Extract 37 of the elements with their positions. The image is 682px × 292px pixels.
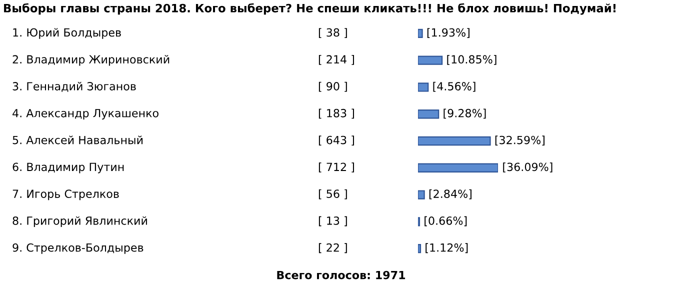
y-tick-label: 3. Геннадий Зюганов [12, 82, 136, 92]
data-label: [10.85%] [447, 54, 496, 65]
bar [418, 244, 422, 254]
data-label: [32.59%] [495, 136, 544, 146]
bar [418, 110, 440, 119]
y-tick-label: 2. Владимир Жириновский [12, 55, 170, 66]
text: [ 643 ] [318, 136, 354, 146]
bar [418, 82, 429, 92]
data-label: [9.28%] [444, 108, 486, 119]
y-tick-label: 7. Игорь Стрелков [12, 190, 119, 200]
y-tick-label: 8. Григорий Явлинский [12, 216, 147, 228]
data-label: [1.12%] [426, 243, 468, 254]
y-tick-label: 6. Владимир Путин [12, 162, 124, 174]
text: [ 38 ] [318, 28, 347, 38]
bar [418, 28, 423, 38]
y-tick-label: 9. Стрелков-Болдырев [12, 243, 144, 254]
y-tick-label: 1. Юрий Болдырев [13, 28, 121, 39]
bar [418, 163, 498, 172]
y-tick-label: 4. Александр Лукашенко [12, 109, 158, 120]
text: [ 56 ] [318, 189, 347, 200]
text: [ 712 ] [318, 162, 354, 172]
text: [ 214 ] [318, 54, 354, 65]
data-label: [0.66%] [424, 216, 467, 226]
text: [ 90 ] [318, 82, 347, 92]
bar [418, 136, 491, 146]
data-label: [4.56%] [433, 82, 476, 92]
text: Выборы главы страны 2018. Кого выберет? Не спеши кликать!!! Не блох ловишь! Подумай! [4, 3, 616, 15]
bar [418, 190, 425, 200]
text: Всего голосов: 1971 [277, 270, 406, 280]
text: [ 13 ] [318, 216, 347, 226]
text: [ 22 ] [318, 243, 347, 254]
text: [ 183 ] [318, 108, 354, 119]
data-label: [36.09%] [503, 162, 552, 172]
data-label: [1.93%] [427, 28, 470, 38]
y-tick-label: 5. Алексей Навальный [12, 136, 142, 144]
bar [418, 56, 443, 65]
data-label: [2.84%] [429, 189, 472, 200]
